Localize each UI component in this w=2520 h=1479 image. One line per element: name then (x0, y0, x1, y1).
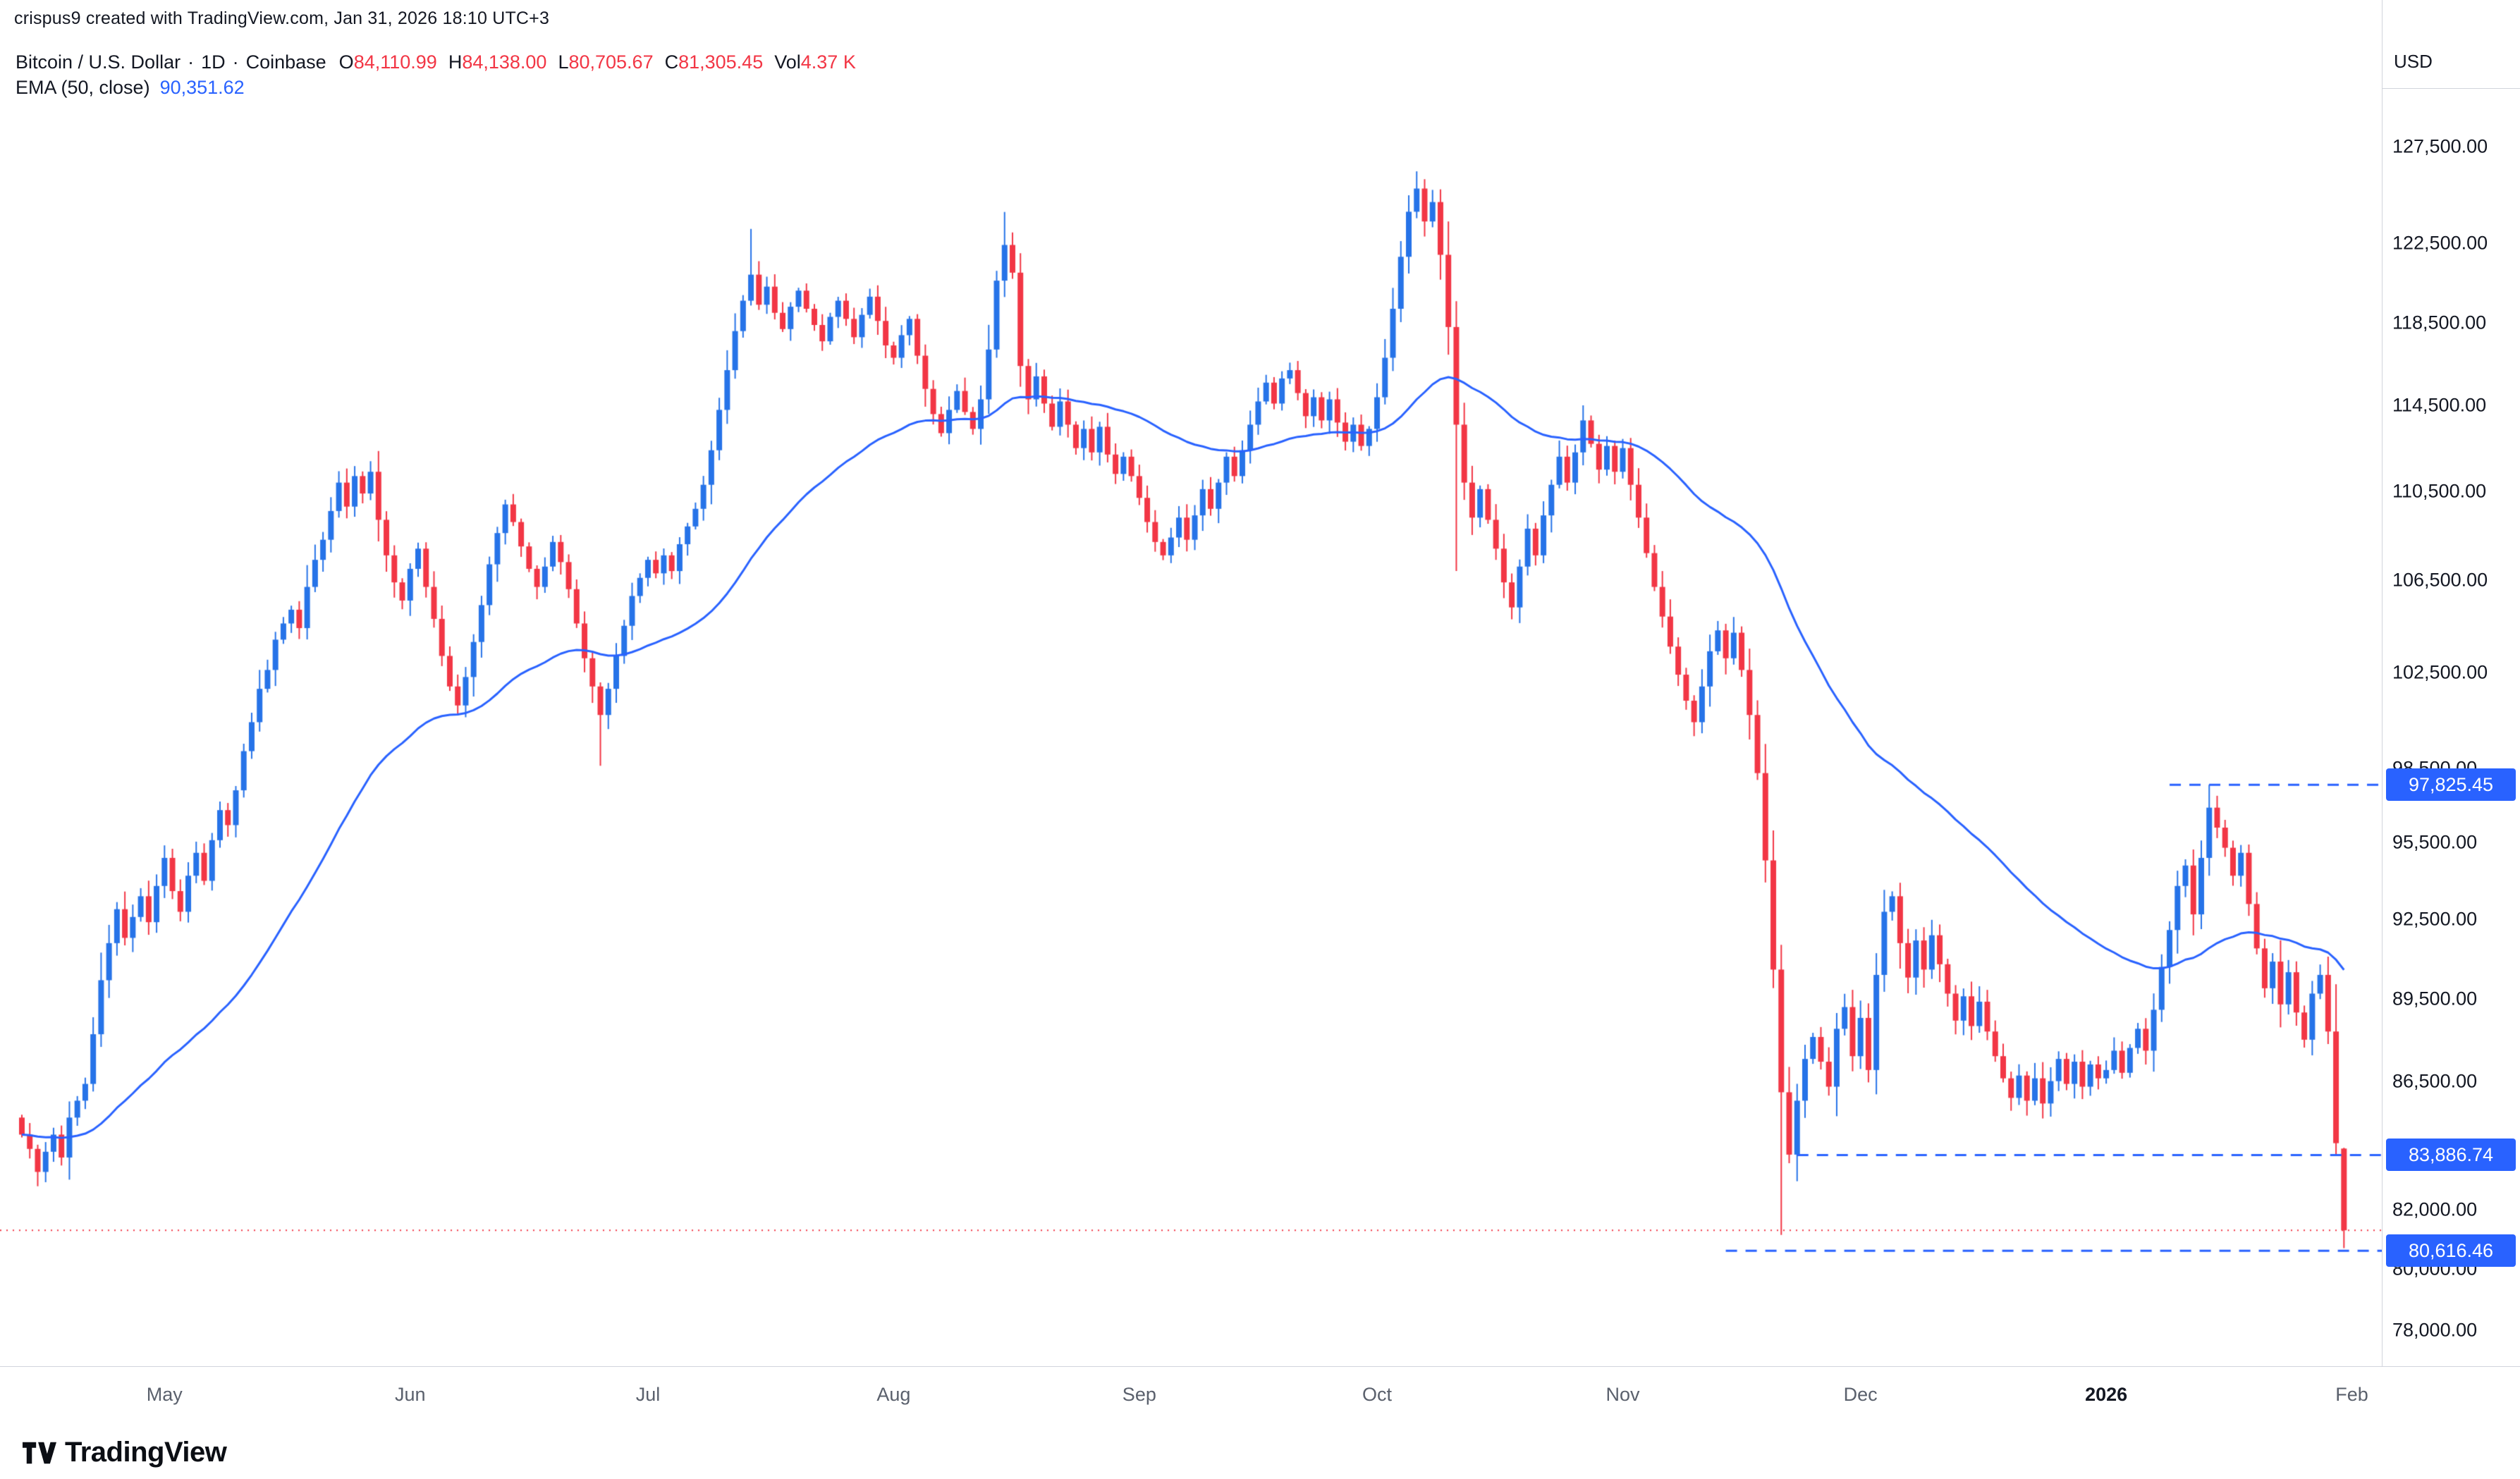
price-tick: 86,500.00 (2392, 1070, 2478, 1092)
price-tick: 82,000.00 (2392, 1198, 2478, 1220)
symbol-name[interactable]: Bitcoin / U.S. Dollar (16, 51, 181, 73)
close-label: C (664, 51, 679, 73)
time-label-Nov: Nov (1605, 1384, 1640, 1405)
tradingview-logo-text: TradingView (65, 1437, 227, 1468)
exchange-label[interactable]: Coinbase (245, 51, 326, 73)
price-tick: 114,500.00 (2392, 394, 2487, 416)
separator: · (232, 51, 239, 73)
tradingview-logo-icon (23, 1442, 56, 1463)
price-tick: 92,500.00 (2392, 908, 2478, 930)
price-tick: 106,500.00 (2392, 569, 2488, 591)
time-label-Aug: Aug (876, 1384, 911, 1405)
ohlc-readout: O84,110.99 H84,138.00 L80,705.67 C81,305… (339, 51, 867, 73)
tradingview-logo[interactable]: TradingView (23, 1437, 227, 1468)
indicator-row: EMA (50, close) 90,351.62 (16, 75, 867, 100)
low-label: L (558, 51, 569, 73)
volume-label: Vol (774, 51, 801, 73)
low-value: 80,705.67 (568, 51, 654, 73)
high-value: 84,138.00 (462, 51, 547, 73)
volume-value: 4.37 K (800, 51, 856, 73)
time-label-Jun: Jun (394, 1384, 426, 1405)
open-value: 84,110.99 (353, 51, 437, 73)
price-tick: 78,000.00 (2392, 1319, 2478, 1341)
price-tick: 127,500.00 (2392, 135, 2488, 157)
high-label: H (448, 51, 463, 73)
open-label: O (338, 51, 354, 73)
price-level-label[interactable]: 80,616.46 (2386, 1234, 2516, 1268)
time-axis[interactable]: May Jun Jul Aug Sep Oct Nov Dec 2026 Feb (0, 1366, 2520, 1430)
price-tick: 122,500.00 (2392, 232, 2488, 254)
interval-label[interactable]: 1D (201, 51, 226, 73)
time-label-Sep: Sep (1122, 1384, 1156, 1405)
chart-legend: Bitcoin / U.S. Dollar · 1D · Coinbase O8… (16, 49, 867, 100)
time-label-Dec: Dec (1843, 1384, 1878, 1405)
price-tick: 95,500.00 (2392, 831, 2478, 853)
footer: TradingView (0, 1430, 2520, 1479)
price-level-label[interactable]: 97,825.45 (2386, 768, 2516, 802)
price-axis[interactable]: USD 127,500.00 122,500.00 118,500.00 114,50… (2382, 0, 2520, 1430)
separator: · (188, 51, 195, 73)
price-level-label[interactable]: 83,886.74 (2386, 1139, 2516, 1172)
time-label-Oct: Oct (1362, 1384, 1393, 1405)
currency-label[interactable]: USD (2383, 0, 2520, 89)
candlestick-chart-canvas[interactable] (0, 0, 2382, 1366)
ema-indicator-label[interactable]: EMA (50, close) (16, 76, 150, 98)
price-tick: 89,500.00 (2392, 988, 2478, 1009)
time-label-May: May (146, 1384, 183, 1405)
price-tick: 118,500.00 (2392, 312, 2487, 333)
time-label-Jul: Jul (635, 1384, 661, 1405)
time-label-2026: 2026 (2085, 1384, 2128, 1405)
close-value: 81,305.45 (678, 51, 764, 73)
symbol-row: Bitcoin / U.S. Dollar · 1D · Coinbase O8… (16, 49, 867, 75)
ema-indicator-value: 90,351.62 (159, 76, 245, 98)
price-tick: 110,500.00 (2392, 480, 2487, 502)
price-tick: 102,500.00 (2392, 661, 2488, 683)
time-label-Feb: Feb (2335, 1384, 2368, 1405)
